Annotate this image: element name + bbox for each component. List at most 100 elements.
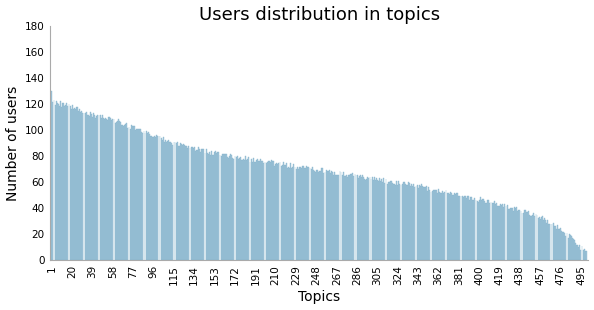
Bar: [248, 157, 249, 260]
Bar: [230, 154, 231, 260]
Bar: [489, 202, 491, 260]
Bar: [84, 113, 86, 260]
Bar: [508, 209, 510, 260]
Bar: [402, 184, 403, 260]
Bar: [69, 106, 71, 260]
Bar: [213, 155, 214, 260]
Bar: [555, 226, 556, 260]
Bar: [324, 172, 326, 260]
Bar: [362, 175, 363, 260]
Bar: [404, 182, 405, 260]
Bar: [384, 183, 386, 260]
Bar: [180, 143, 181, 260]
Bar: [448, 194, 450, 260]
Bar: [579, 245, 580, 260]
Bar: [526, 211, 527, 260]
Bar: [570, 235, 571, 260]
Bar: [321, 168, 322, 260]
Bar: [209, 152, 210, 260]
Bar: [573, 239, 574, 260]
Bar: [167, 141, 168, 260]
Bar: [287, 168, 288, 260]
Bar: [554, 226, 555, 260]
Bar: [207, 153, 208, 260]
Bar: [395, 185, 396, 260]
Bar: [65, 105, 67, 260]
Bar: [426, 186, 427, 260]
Bar: [343, 172, 344, 260]
Bar: [391, 181, 392, 260]
Bar: [559, 229, 560, 260]
Bar: [457, 193, 458, 260]
Bar: [347, 177, 348, 260]
Bar: [510, 208, 511, 260]
Bar: [468, 196, 469, 260]
Bar: [483, 199, 484, 260]
Bar: [470, 197, 471, 260]
Bar: [532, 215, 533, 260]
Bar: [572, 238, 573, 260]
Bar: [71, 109, 72, 260]
Bar: [368, 179, 369, 260]
Bar: [133, 126, 134, 260]
Bar: [361, 177, 362, 260]
Bar: [504, 204, 505, 260]
Bar: [344, 176, 345, 260]
Bar: [270, 162, 271, 260]
Bar: [118, 119, 119, 260]
Bar: [564, 232, 565, 260]
Bar: [422, 186, 423, 260]
Bar: [348, 175, 349, 260]
Bar: [135, 130, 136, 260]
Bar: [505, 206, 507, 260]
Bar: [546, 223, 547, 260]
Bar: [541, 217, 542, 260]
Bar: [379, 178, 380, 260]
Bar: [75, 109, 76, 260]
Bar: [301, 168, 302, 260]
Bar: [215, 151, 216, 260]
Bar: [254, 162, 255, 260]
Bar: [544, 219, 545, 260]
Bar: [440, 193, 441, 260]
Bar: [144, 133, 146, 260]
Bar: [405, 184, 406, 260]
Bar: [429, 190, 431, 260]
Bar: [261, 161, 262, 260]
Bar: [466, 198, 467, 260]
Bar: [125, 124, 126, 260]
Bar: [568, 234, 570, 260]
Bar: [393, 184, 394, 260]
Bar: [476, 201, 478, 260]
Bar: [184, 145, 185, 260]
Bar: [530, 216, 531, 260]
Bar: [499, 206, 500, 260]
Bar: [68, 104, 69, 260]
Bar: [316, 170, 317, 260]
Bar: [513, 211, 514, 260]
Bar: [436, 190, 437, 260]
Bar: [486, 203, 487, 260]
Bar: [255, 162, 256, 260]
Bar: [479, 200, 480, 260]
Bar: [293, 164, 295, 260]
Bar: [320, 171, 321, 260]
Bar: [522, 213, 523, 260]
Bar: [353, 176, 355, 260]
Bar: [291, 168, 292, 260]
Bar: [460, 197, 462, 260]
Bar: [350, 174, 351, 260]
Bar: [494, 202, 495, 260]
Bar: [57, 103, 58, 260]
Bar: [193, 148, 194, 260]
Bar: [435, 190, 436, 260]
Bar: [121, 125, 122, 260]
Bar: [575, 243, 576, 260]
Bar: [198, 147, 199, 260]
Bar: [225, 154, 226, 260]
Bar: [236, 156, 238, 260]
Bar: [556, 228, 557, 260]
Bar: [356, 175, 358, 260]
Bar: [124, 125, 125, 260]
Bar: [516, 207, 517, 260]
